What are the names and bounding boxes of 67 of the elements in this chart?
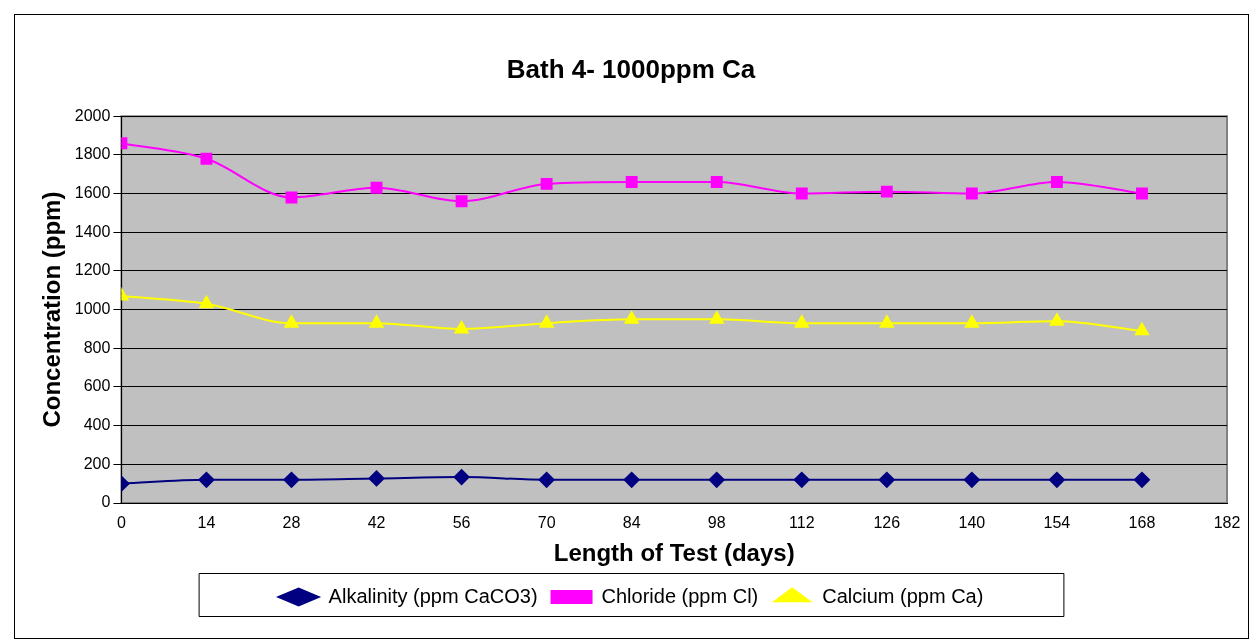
- point: [369, 315, 384, 328]
- point: [1136, 187, 1148, 200]
- y-tick-label: 1600: [74, 183, 111, 201]
- x-tick-label: 14: [197, 514, 216, 532]
- legend-label: Alkalinity (ppm CaCO3): [328, 584, 538, 607]
- y-tick-label: 800: [83, 338, 111, 356]
- point: [1133, 471, 1150, 488]
- point: [538, 471, 555, 488]
- point: [1048, 471, 1065, 488]
- x-tick-label: 112: [789, 514, 815, 532]
- point: [709, 311, 724, 324]
- x-axis-title: Length of Test (days): [553, 539, 795, 567]
- point: [285, 191, 298, 204]
- x-tick-label: 28: [282, 514, 301, 532]
- y-tick-label: 2000: [74, 106, 111, 124]
- point: [623, 471, 640, 488]
- point: [624, 311, 639, 324]
- x-tick-label: 98: [707, 514, 726, 532]
- point: [200, 152, 213, 165]
- point: [1050, 176, 1063, 188]
- y-axis-title: Concentration (ppm): [38, 191, 66, 428]
- y-tick-label: 1800: [74, 145, 111, 163]
- x-tick-label: 182: [1213, 514, 1241, 532]
- point: [284, 315, 299, 328]
- y-tick-label: 1200: [74, 261, 111, 279]
- point: [283, 471, 300, 488]
- legend-label: Chloride (ppm Cl): [601, 584, 759, 607]
- point: [880, 185, 893, 198]
- y-tick-label: 1000: [74, 300, 111, 318]
- point: [708, 471, 725, 488]
- point: [964, 315, 979, 328]
- point: [793, 471, 810, 488]
- point: [963, 471, 980, 488]
- x-tick-label: 56: [452, 514, 471, 532]
- x-tick-label: 70: [537, 514, 556, 532]
- point: [454, 320, 469, 334]
- point: [199, 295, 214, 309]
- point: [455, 195, 468, 208]
- y-tick-label: 1400: [74, 222, 111, 240]
- y-tick-label: 600: [83, 377, 111, 395]
- x-tick-label: 140: [958, 514, 986, 532]
- point: [879, 315, 894, 328]
- point: [453, 469, 470, 486]
- point: [965, 187, 978, 200]
- y-tick-label: 0: [101, 493, 111, 511]
- point: [710, 176, 723, 188]
- point: [1134, 322, 1150, 336]
- point: [795, 187, 808, 200]
- x-tick-label: 168: [1128, 514, 1156, 532]
- point: [539, 315, 554, 328]
- point: [368, 470, 385, 487]
- point: [370, 181, 383, 194]
- x-tick-label: 0: [116, 514, 126, 532]
- x-tick-label: 154: [1043, 514, 1071, 532]
- x-tick-label: 42: [367, 514, 386, 532]
- point: [794, 315, 809, 328]
- point: [540, 177, 553, 190]
- x-tick-label: 84: [622, 514, 641, 532]
- point: [198, 471, 215, 488]
- legend-label: Calcium (ppm Ca): [822, 584, 984, 607]
- y-tick-label: 200: [83, 454, 111, 472]
- chart-title: Bath 4- 1000ppm Ca: [506, 53, 756, 84]
- point: [1049, 313, 1064, 326]
- point: [878, 471, 895, 488]
- y-tick-label: 400: [83, 416, 111, 434]
- point: [625, 176, 638, 188]
- x-tick-label: 126: [873, 514, 901, 532]
